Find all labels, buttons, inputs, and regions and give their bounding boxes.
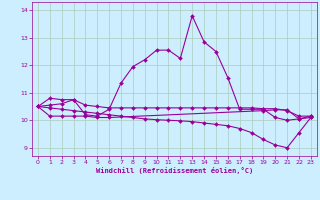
- X-axis label: Windchill (Refroidissement éolien,°C): Windchill (Refroidissement éolien,°C): [96, 167, 253, 174]
